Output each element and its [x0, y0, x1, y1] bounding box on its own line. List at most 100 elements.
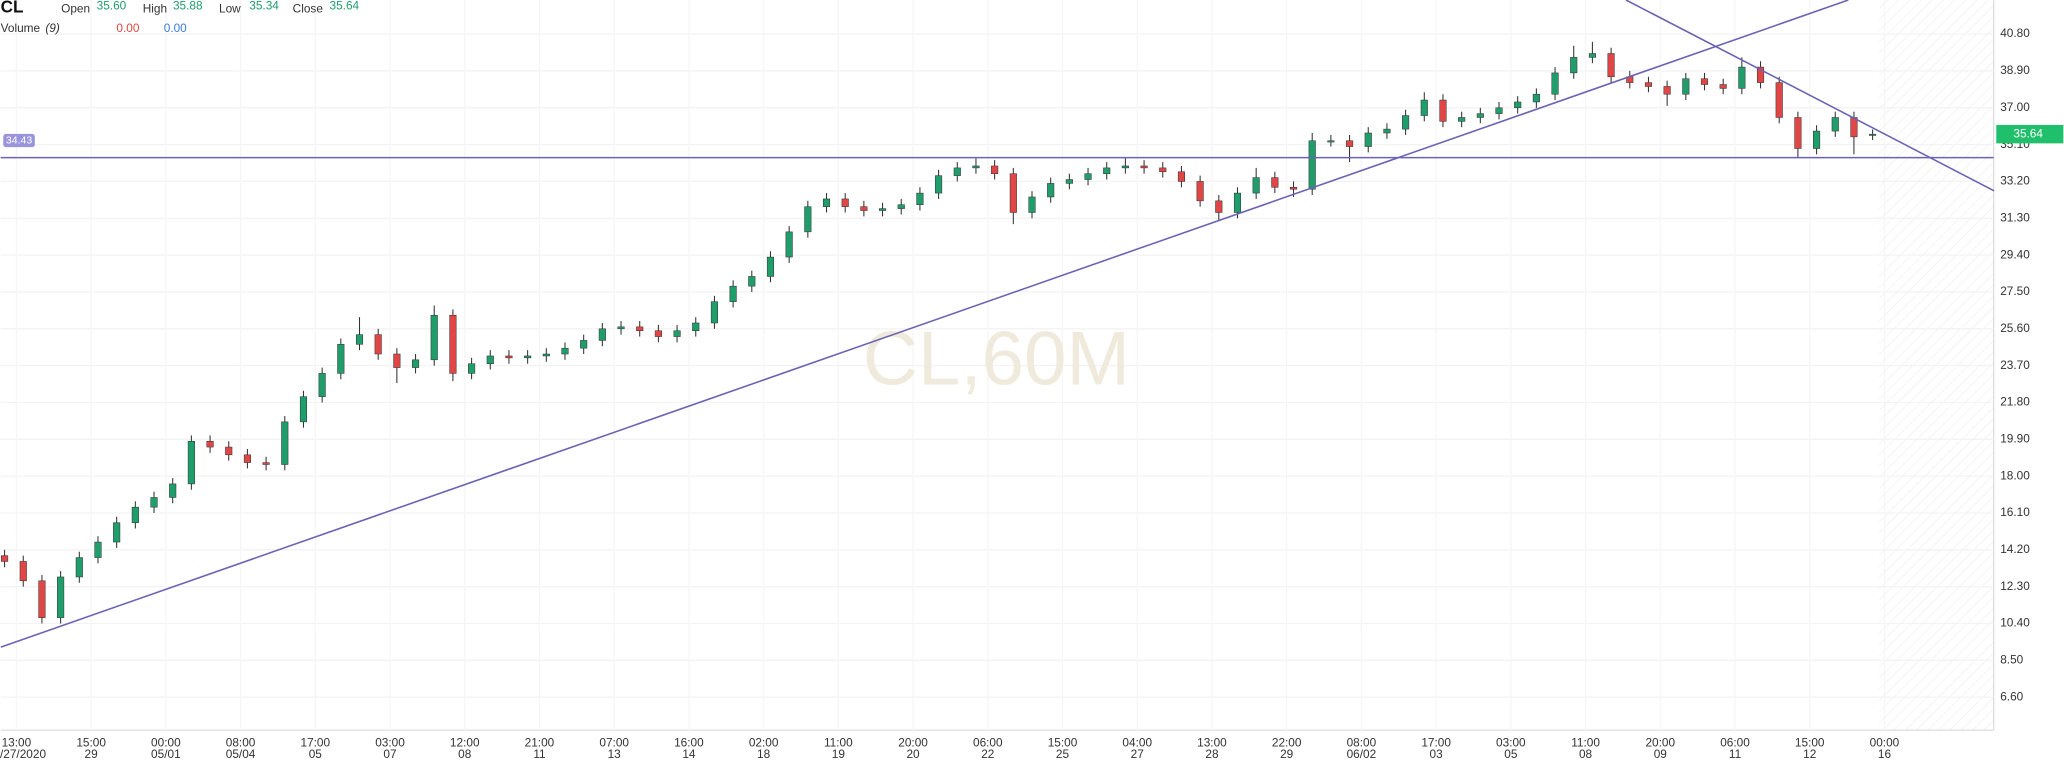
candle-body [169, 483, 177, 498]
candle-body [1121, 165, 1129, 169]
candle-body [729, 285, 737, 302]
candle-body [1009, 173, 1017, 213]
candle-body [131, 506, 139, 523]
candle-body [1103, 167, 1111, 174]
x-tick-time: 11:00 [824, 735, 853, 749]
candle-body [38, 580, 46, 618]
candle-body [1439, 99, 1447, 122]
candle-body [505, 355, 513, 359]
candle-body [225, 446, 233, 456]
candle-body [486, 355, 494, 364]
candle-body [1308, 140, 1316, 190]
candle-body [1551, 72, 1559, 95]
candle-body [1607, 53, 1615, 78]
candle-body [598, 328, 606, 341]
x-tick-time: 13:00 [1197, 735, 1227, 749]
candle-body [411, 359, 420, 368]
y-tick-label: 29.40 [2000, 247, 2030, 261]
candle-body [1327, 140, 1335, 143]
x-tick-time: 02:00 [749, 735, 779, 749]
x-tick-date: 06/02 [1347, 747, 1377, 761]
y-tick-label: 23.70 [2000, 358, 2030, 372]
candle-body [1700, 78, 1709, 85]
candle-body [542, 353, 550, 357]
candle-body [748, 276, 756, 287]
candle-body [1794, 117, 1802, 149]
field-name: High [143, 1, 167, 15]
x-tick-time: 03:00 [375, 735, 405, 749]
candle-body [1177, 171, 1185, 182]
x-tick-date: 13 [608, 747, 622, 761]
field-name: Open [61, 1, 90, 15]
x-tick-date: 09 [1654, 747, 1668, 761]
candle-body [897, 204, 905, 209]
x-tick-date: 05 [1504, 747, 1518, 761]
candle-body [1289, 187, 1298, 190]
candle-body [1663, 86, 1671, 95]
candle-body [1233, 192, 1242, 213]
candle-body [1159, 167, 1167, 173]
x-tick-time: 00:00 [151, 735, 181, 749]
candle-body [318, 373, 326, 397]
x-tick-date: 14 [682, 747, 696, 761]
candle-body [1570, 57, 1578, 74]
x-tick-time: 03:00 [1496, 735, 1526, 749]
symbol: CL [1, 0, 24, 16]
y-tick-label: 31.30 [2000, 210, 2030, 224]
x-tick-date: 19 [832, 747, 846, 761]
candles: 34.43 [0, 0, 1995, 648]
candle-body [393, 353, 401, 368]
candle-body [374, 334, 382, 355]
candle-body [57, 576, 65, 618]
candle-body [1738, 66, 1746, 89]
x-tick-time: 04:00 [1122, 735, 1152, 749]
candle-body [1514, 101, 1522, 109]
y-tick-label: 12.30 [2000, 579, 2030, 593]
candle-body [1065, 179, 1073, 184]
candle-body [1196, 181, 1204, 202]
candle-body [1532, 93, 1540, 103]
x-tick-time: 12:00 [450, 735, 480, 749]
x-tick-date: 05/04 [226, 747, 256, 761]
candle-body [430, 314, 438, 361]
y-tick-label: 21.80 [2000, 395, 2030, 409]
candle-body [206, 440, 214, 448]
candle-body [355, 334, 364, 345]
candle-body [1495, 107, 1503, 114]
x-tick-date: 08 [1579, 747, 1593, 761]
candle-body [1028, 196, 1036, 213]
x-tick-date: 20 [906, 747, 920, 761]
candle-body [1682, 78, 1690, 95]
y-tick-label: 38.90 [2000, 63, 2030, 77]
candle-body [1458, 117, 1466, 122]
candle-body [1, 555, 9, 562]
candle-body [879, 208, 887, 211]
candle-body [916, 192, 924, 205]
candle-body [860, 206, 868, 211]
x-tick-date: 29 [1280, 747, 1294, 761]
level-label-bg [3, 133, 35, 148]
candle-body [673, 330, 681, 337]
y-tick-label: 14.20 [2000, 542, 2030, 556]
x-tick-date: 11 [1729, 747, 1741, 761]
y-tick-label: 16.10 [2000, 505, 2030, 519]
candle-body [1869, 133, 1877, 136]
candle-body [1420, 99, 1428, 116]
x-tick-time: 22:00 [1272, 735, 1302, 749]
x-tick-date: 16 [1878, 747, 1892, 761]
candle-body [449, 314, 457, 374]
x-tick-date: 29 [85, 747, 99, 761]
candle-body [524, 355, 532, 359]
header: CL Open 35.60 High 35.88 Low 35.34 Close… [1, 0, 360, 35]
y-tick-label: 27.50 [2000, 284, 2030, 298]
candle-body [468, 363, 476, 374]
field-name: Close [293, 1, 324, 15]
candle-body [822, 198, 831, 207]
candle-body [1588, 53, 1596, 58]
candle-body [113, 522, 121, 543]
candle-body [972, 165, 980, 169]
watermark: CL,60M [863, 317, 1130, 402]
x-tick-time: 17:00 [1421, 735, 1451, 749]
candle-body [281, 421, 289, 465]
x-tick-date: 08 [458, 747, 472, 761]
